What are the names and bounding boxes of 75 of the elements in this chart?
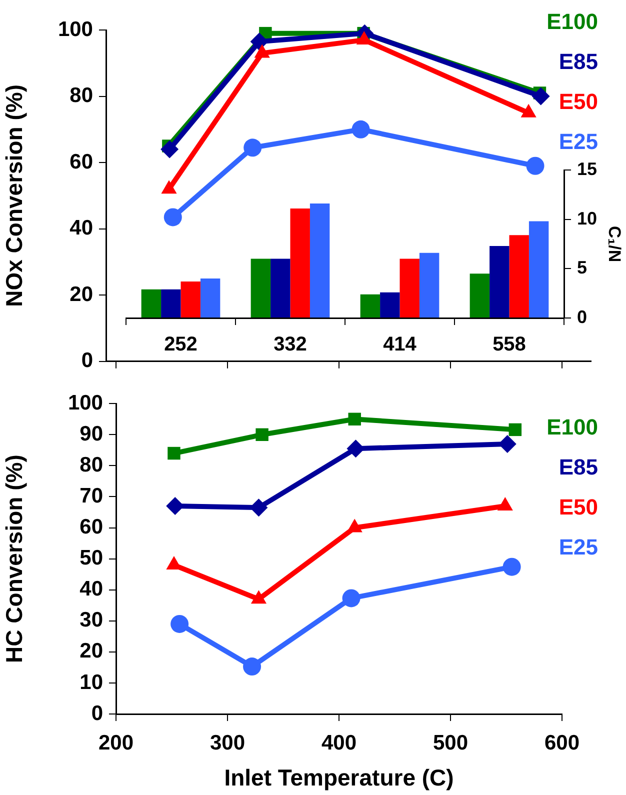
point <box>526 156 544 175</box>
bar <box>509 235 529 318</box>
point <box>250 32 268 51</box>
point <box>170 614 189 633</box>
bar <box>180 281 200 318</box>
point <box>532 87 550 106</box>
x-tick-label: 558 <box>492 334 526 356</box>
bar <box>200 278 220 318</box>
y-tick-label: 0 <box>91 702 103 725</box>
point <box>164 208 182 226</box>
series-label: E25 <box>558 534 598 560</box>
bar <box>528 221 549 318</box>
x-axis-title: Inlet Temperature (C) <box>224 764 454 791</box>
series-label: E25 <box>558 129 598 154</box>
bar <box>310 204 330 318</box>
y-tick-label: 50 <box>80 546 103 570</box>
x-tick-label: 414 <box>383 334 418 356</box>
x-tick-label: 300 <box>210 731 246 754</box>
y-tick-label: 60 <box>70 150 93 174</box>
point <box>346 440 365 458</box>
point <box>168 446 180 460</box>
x-tick-label: 332 <box>274 334 307 356</box>
y-tick-label: 0 <box>81 349 93 372</box>
series-label: E100 <box>546 414 598 440</box>
y-tick-label: 70 <box>80 484 103 508</box>
y-tick-label: 20 <box>70 282 93 306</box>
x-tick-label: 400 <box>321 731 357 754</box>
y-tick-label: 5 <box>577 258 588 278</box>
y-axis-title: NOx Conversion (%) <box>1 84 28 307</box>
point <box>342 589 360 608</box>
point <box>256 428 268 442</box>
y-tick-label: 0 <box>577 306 588 327</box>
point <box>502 558 521 576</box>
bar <box>290 208 310 318</box>
y-tick-label: 40 <box>80 578 103 601</box>
bar <box>141 289 162 318</box>
series-label: E50 <box>558 89 598 114</box>
bar <box>360 294 380 318</box>
bar <box>161 289 181 318</box>
x-tick-label: 500 <box>432 731 468 754</box>
text: E100 <box>546 9 598 34</box>
point <box>250 498 268 517</box>
x-tick-label: 252 <box>164 334 198 356</box>
y-tick-label: 15 <box>577 158 598 179</box>
bar <box>419 252 440 318</box>
y-tick-label: 20 <box>80 640 103 663</box>
point <box>243 658 262 676</box>
y-tick-label: 80 <box>70 84 93 108</box>
x-tick-label: 200 <box>98 731 134 754</box>
y-tick-label: 10 <box>577 208 598 228</box>
x-tick-label: 600 <box>544 731 580 754</box>
point <box>244 138 262 157</box>
text: E50 <box>558 494 598 520</box>
series-label: E85 <box>558 454 598 480</box>
bar <box>380 292 400 318</box>
y-tick-label: 40 <box>70 216 93 240</box>
y-tick-label: 10 <box>80 670 103 694</box>
series-label: E85 <box>558 49 598 74</box>
bar <box>250 258 271 318</box>
point <box>508 423 522 436</box>
bar <box>470 274 490 318</box>
y-tick-label: 80 <box>80 453 103 476</box>
point <box>352 120 370 138</box>
y-tick-label: 60 <box>80 516 103 539</box>
bar <box>490 246 510 318</box>
y-axis-title: HC Conversion (%) <box>1 454 28 663</box>
y-tick-label: 30 <box>80 608 103 632</box>
y-tick-label: 90 <box>80 422 103 446</box>
point <box>160 140 179 158</box>
y-tick-label: 100 <box>58 18 93 41</box>
point <box>348 412 361 426</box>
bar <box>270 258 290 318</box>
bar <box>400 258 420 318</box>
y-tick-label: 100 <box>68 391 103 414</box>
y-axis-title: C₁/N <box>605 226 624 262</box>
